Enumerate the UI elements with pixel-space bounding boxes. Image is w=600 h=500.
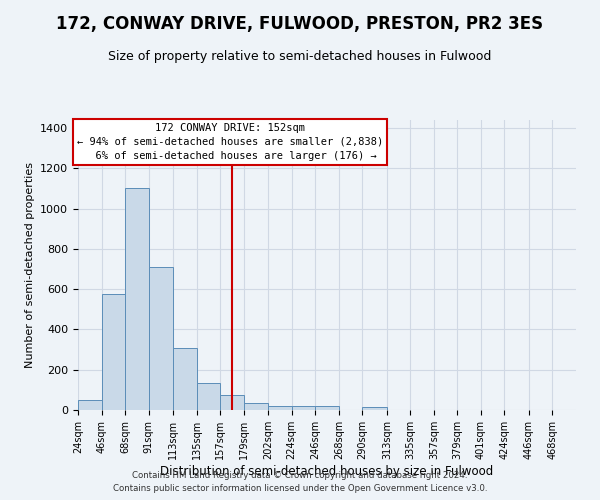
Text: 172, CONWAY DRIVE, FULWOOD, PRESTON, PR2 3ES: 172, CONWAY DRIVE, FULWOOD, PRESTON, PR2… (56, 15, 544, 33)
Bar (220, 395, 244, 410)
Bar (268, 406, 292, 410)
Bar (101, 294, 125, 410)
Bar (362, 407, 387, 410)
Bar (78, 400, 101, 410)
Bar (292, 406, 315, 410)
Bar (173, 348, 197, 410)
Bar (244, 403, 268, 410)
Text: Size of property relative to semi-detached houses in Fulwood: Size of property relative to semi-detach… (109, 50, 491, 63)
Bar (125, 188, 149, 410)
Text: 172 CONWAY DRIVE: 152sqm
← 94% of semi-detached houses are smaller (2,838)
  6% : 172 CONWAY DRIVE: 152sqm ← 94% of semi-d… (77, 123, 383, 161)
Text: Contains HM Land Registry data © Crown copyright and database right 2024.: Contains HM Land Registry data © Crown c… (132, 470, 468, 480)
X-axis label: Distribution of semi-detached houses by size in Fulwood: Distribution of semi-detached houses by … (160, 464, 494, 477)
Text: Contains public sector information licensed under the Open Government Licence v3: Contains public sector information licen… (113, 484, 487, 493)
Bar (149, 267, 173, 410)
Bar (197, 383, 220, 410)
Bar (315, 406, 339, 410)
Y-axis label: Number of semi-detached properties: Number of semi-detached properties (25, 162, 35, 368)
